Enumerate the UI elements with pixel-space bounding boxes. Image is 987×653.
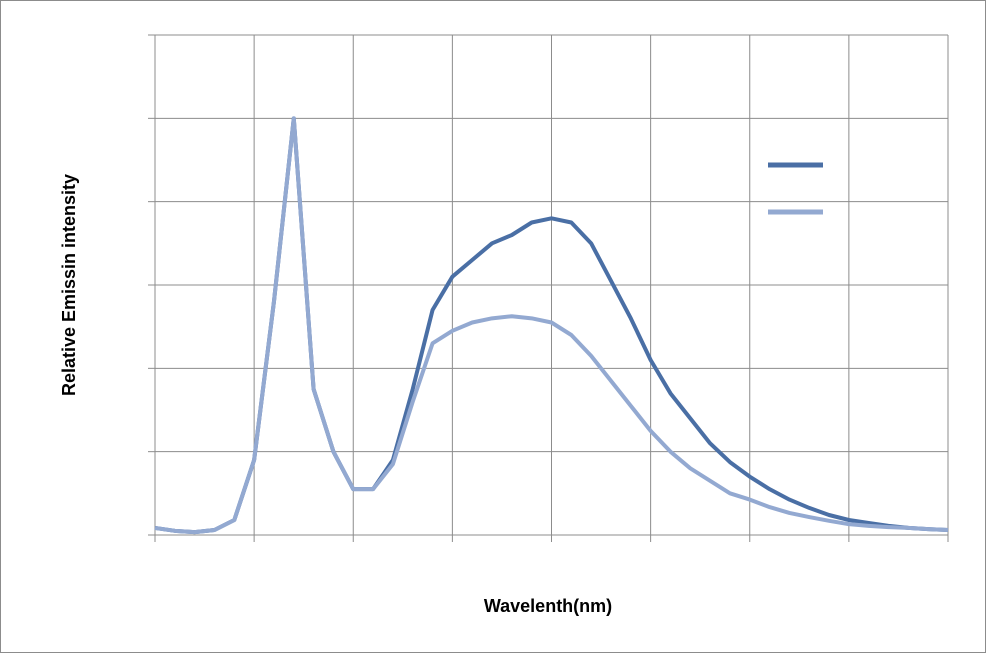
- series-line: [154, 116, 949, 535]
- y-axis-label: Relative Emissin intensity: [59, 174, 79, 396]
- x-axis-label: Wavelenth(nm): [484, 596, 612, 616]
